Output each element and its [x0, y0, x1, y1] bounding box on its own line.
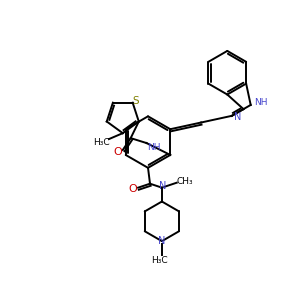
Text: O: O: [113, 147, 122, 157]
Text: CH₃: CH₃: [176, 177, 193, 186]
Text: N: N: [158, 236, 166, 246]
Text: NH: NH: [254, 98, 267, 107]
Text: S: S: [132, 96, 139, 106]
Text: H₃C: H₃C: [93, 138, 109, 147]
Text: N: N: [234, 112, 242, 122]
Text: NH: NH: [147, 142, 160, 152]
Text: N: N: [159, 181, 167, 191]
Text: H₃C: H₃C: [152, 256, 168, 266]
Text: O: O: [129, 184, 137, 194]
